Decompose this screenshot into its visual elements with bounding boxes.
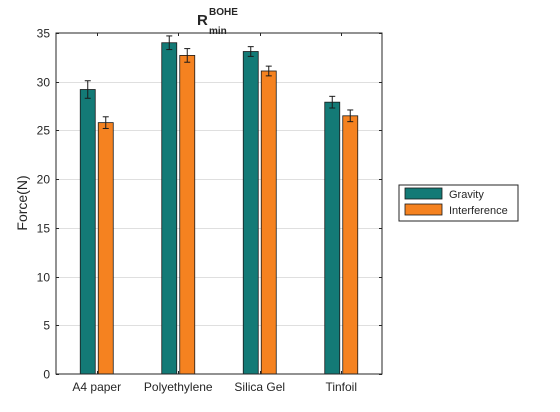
legend: Gravity Interference bbox=[398, 184, 519, 222]
x-tick-label: Tinfoil bbox=[325, 380, 357, 394]
plot-area-frame bbox=[55, 32, 383, 375]
bar-gravity bbox=[242, 51, 259, 375]
bar-interference bbox=[179, 55, 196, 375]
chart-title: R BOHE min bbox=[197, 7, 238, 37]
y-axis-ticks: 0 5 10 15 20 25 30 35 bbox=[37, 27, 382, 382]
y-tick-label: 20 bbox=[37, 173, 51, 187]
title-main-text: R bbox=[197, 12, 208, 29]
x-axis-ticks: A4 paper Polyethylene Silica Gel Tinfoil bbox=[72, 33, 357, 394]
y-tick-label: 5 bbox=[43, 319, 50, 333]
title-superscript-text: BOHE bbox=[209, 7, 238, 18]
bar-interference bbox=[97, 122, 114, 375]
bar-interference bbox=[260, 70, 277, 375]
x-tick-label: Polyethylene bbox=[144, 380, 213, 394]
y-tick-label: 25 bbox=[37, 124, 51, 138]
legend-label-gravity: Gravity bbox=[449, 189, 484, 201]
legend-swatch-gravity bbox=[404, 187, 443, 200]
legend-swatch-interference bbox=[404, 203, 443, 216]
y-axis-label: Force(N) bbox=[14, 175, 30, 230]
bar-gravity bbox=[79, 89, 96, 375]
bar-gravity bbox=[324, 101, 341, 375]
bar-interference bbox=[342, 115, 359, 375]
bars-layer bbox=[79, 42, 359, 375]
x-tick-label: A4 paper bbox=[72, 380, 121, 394]
legend-label-interference: Interference bbox=[449, 205, 508, 217]
x-tick-label: Silica Gel bbox=[234, 380, 285, 394]
bar-gravity bbox=[161, 42, 178, 375]
error-bars-layer bbox=[84, 35, 354, 129]
y-tick-label: 35 bbox=[37, 27, 51, 41]
y-tick-label: 30 bbox=[37, 76, 51, 90]
y-tick-label: 10 bbox=[37, 271, 51, 285]
y-tick-label: 0 bbox=[43, 368, 50, 382]
title-subscript-text: min bbox=[209, 26, 227, 37]
y-tick-label: 15 bbox=[37, 222, 51, 236]
